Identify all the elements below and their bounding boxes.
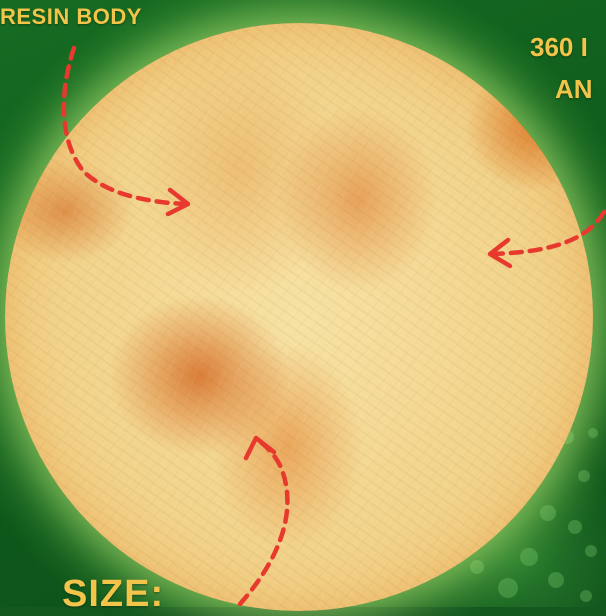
size-label: SIZE: bbox=[62, 573, 165, 615]
moon-lamp-sphere bbox=[5, 23, 593, 611]
resin-body-label: RESIN BODY bbox=[0, 4, 142, 29]
angle-label-line2: AN bbox=[555, 74, 593, 104]
angle-label-line1: 360 I bbox=[530, 32, 588, 62]
resin-texture bbox=[5, 23, 593, 611]
